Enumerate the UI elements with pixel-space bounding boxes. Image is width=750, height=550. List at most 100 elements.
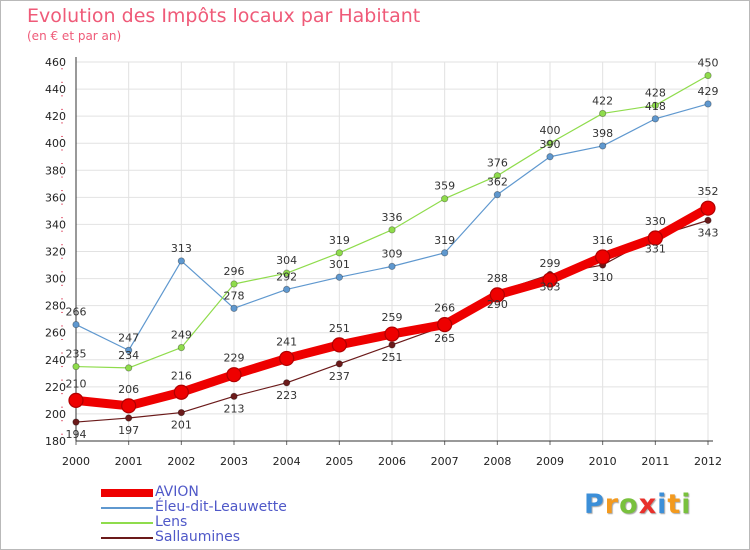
x-tick-label: 2006 — [378, 455, 406, 468]
data-point-eleu-dit-leauwette — [125, 346, 133, 354]
logo-letter: o — [619, 489, 639, 520]
logo-letter: i — [657, 489, 668, 520]
data-label-sallaumines: 310 — [592, 271, 613, 284]
data-point-avion — [489, 287, 505, 303]
data-point-avion — [331, 337, 347, 353]
data-label-eleu-dit-leauwette: 292 — [276, 270, 297, 283]
data-label-avion: 210 — [66, 377, 87, 390]
data-point-lens — [704, 71, 712, 80]
data-labels: 210 206 216 229 241 251 259 266 288 299 316 330 352 2… — [66, 57, 719, 442]
data-label-avion: 259 — [382, 311, 403, 324]
x-tick-label: 2012 — [694, 455, 722, 468]
data-label-sallaumines: 201 — [171, 419, 192, 432]
axes: 180 200 220 240 260 280 300 320 340 360 380 400 420 4… — [45, 56, 722, 468]
logo-letter: r — [604, 489, 620, 520]
x-tick-label: 2007 — [431, 455, 459, 468]
data-label-avion: 241 — [276, 335, 297, 348]
data-point-lens — [72, 362, 80, 371]
data-label-sallaumines: 331 — [645, 243, 666, 256]
data-point-lens — [125, 364, 133, 372]
y-tick-label: 420 — [45, 110, 66, 123]
data-label-eleu-dit-leauwette: 319 — [434, 234, 455, 247]
data-label-sallaumines: 223 — [276, 389, 297, 402]
y-tick-label: 380 — [45, 164, 66, 177]
data-label-avion: 288 — [487, 272, 508, 285]
data-point-lens — [177, 344, 185, 352]
data-label-lens: 319 — [329, 234, 350, 247]
logo-letter: i — [681, 489, 692, 520]
data-label-avion: 266 — [434, 302, 455, 315]
data-point-lens — [335, 249, 343, 257]
proxiti-logo: Proxiti — [584, 489, 692, 520]
data-label-eleu-dit-leauwette: 429 — [698, 85, 719, 98]
x-tick-label: 2011 — [641, 455, 669, 468]
data-point-eleu-dit-leauwette — [72, 320, 80, 329]
data-label-eleu-dit-leauwette: 313 — [171, 242, 192, 255]
data-point-avion — [384, 326, 400, 342]
data-point-eleu-dit-leauwette — [230, 304, 238, 312]
data-label-lens: 422 — [592, 94, 613, 107]
x-tick-label: 2008 — [483, 455, 511, 468]
data-label-avion: 299 — [540, 257, 561, 270]
data-label-lens: 400 — [540, 124, 561, 137]
data-point-eleu-dit-leauwette — [599, 142, 607, 150]
data-label-lens: 336 — [382, 211, 403, 224]
data-point-eleu-dit-leauwette — [177, 257, 185, 265]
data-point-sallaumines — [335, 360, 343, 368]
x-tick-label: 2001 — [115, 455, 143, 468]
data-point-sallaumines — [388, 341, 396, 349]
data-point-avion — [700, 200, 716, 216]
data-label-eleu-dit-leauwette: 266 — [66, 306, 87, 319]
data-point-lens — [493, 172, 501, 180]
data-point-sallaumines — [125, 414, 133, 422]
data-label-sallaumines: 237 — [329, 370, 350, 383]
data-point-eleu-dit-leauwette — [441, 249, 449, 257]
data-point-lens — [651, 101, 659, 109]
chart-title: Evolution des Impôts locaux par Habitant — [27, 5, 421, 27]
y-tick-label: 240 — [45, 354, 66, 367]
data-label-lens: 304 — [276, 254, 297, 267]
x-tick-label: 2009 — [536, 455, 564, 468]
y-tick-label: 320 — [45, 246, 66, 259]
data-point-avion — [68, 392, 84, 408]
legend: AVION Éleu-dit-Leauwette Lens Sallaumine… — [101, 485, 287, 545]
data-point-avion — [542, 272, 558, 288]
data-point-lens — [441, 195, 449, 203]
x-tick-label: 2003 — [220, 455, 248, 468]
data-label-avion: 316 — [592, 234, 613, 247]
data-point-lens — [388, 226, 396, 234]
data-label-eleu-dit-leauwette: 398 — [592, 127, 613, 140]
data-point-avion — [226, 367, 242, 383]
x-tick-label: 2005 — [325, 455, 353, 468]
data-label-eleu-dit-leauwette: 362 — [487, 176, 508, 189]
data-label-eleu-dit-leauwette: 301 — [329, 258, 350, 271]
y-tick-label: 280 — [45, 300, 66, 313]
data-point-eleu-dit-leauwette — [651, 115, 659, 123]
data-label-sallaumines: 213 — [224, 402, 245, 415]
data-point-avion — [595, 249, 611, 265]
data-label-lens: 376 — [487, 157, 508, 170]
data-point-eleu-dit-leauwette — [335, 273, 343, 281]
y-tick-label: 300 — [45, 273, 66, 286]
y-tick-label: 180 — [45, 435, 66, 448]
logo-letter: t — [667, 489, 682, 520]
data-label-eleu-dit-leauwette: 418 — [645, 100, 666, 113]
data-point-avion — [121, 398, 137, 414]
y-tick-label: 260 — [45, 327, 66, 340]
data-label-lens: 249 — [171, 329, 192, 342]
y-tick-label: 340 — [45, 218, 66, 231]
data-label-sallaumines: 194 — [66, 428, 87, 441]
data-point-avion — [279, 350, 295, 367]
y-tick-label: 460 — [45, 56, 66, 69]
data-label-lens: 359 — [434, 180, 455, 193]
data-label-lens: 450 — [698, 57, 719, 70]
data-point-eleu-dit-leauwette — [704, 100, 712, 108]
legend-swatch-eleu-dit-leauwette — [101, 506, 153, 509]
data-label-avion: 330 — [645, 215, 666, 228]
data-point-lens — [230, 280, 238, 288]
data-label-sallaumines: 343 — [698, 226, 719, 239]
data-label-avion: 352 — [698, 185, 719, 198]
y-tick-label: 440 — [45, 83, 66, 96]
data-label-avion: 206 — [118, 383, 139, 396]
